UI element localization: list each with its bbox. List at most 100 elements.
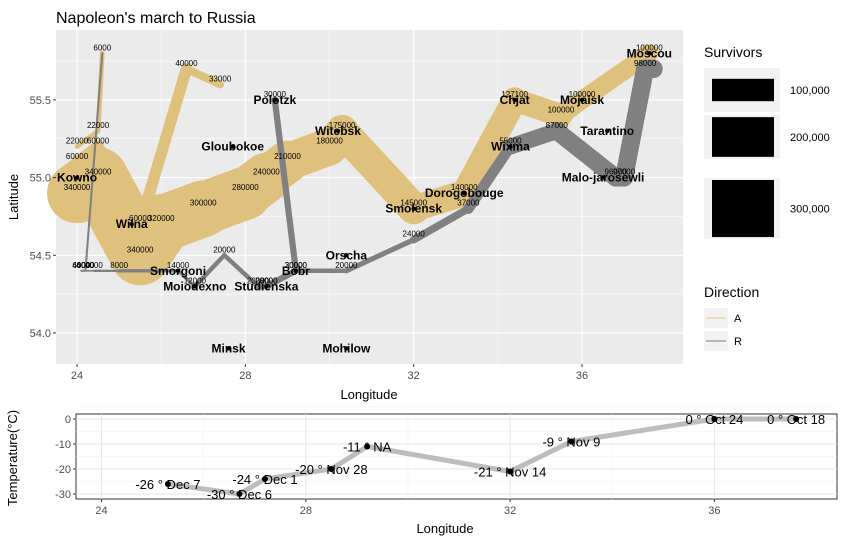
retreat-path-segment [547, 122, 625, 187]
survivor-count-label: 22000 [66, 137, 89, 146]
temperature-point-label: -24 ° Dec 1 [232, 472, 297, 487]
map-x-tick-label: 28 [239, 370, 251, 382]
city-label: Polotzk [253, 93, 296, 107]
map-x-tick-label: 24 [71, 370, 83, 382]
city-label: Mojaisk [560, 93, 604, 107]
city-point [272, 97, 278, 103]
temperature-x-tick-label: 24 [95, 505, 107, 517]
city-point [579, 97, 585, 103]
survivor-count-label: 60000 [66, 152, 89, 161]
temperature-point [793, 416, 800, 422]
advance-path-segment [572, 44, 659, 110]
legend-direction-key-label: A [734, 313, 742, 325]
city-point [264, 284, 269, 289]
retreat-path-segment [271, 96, 299, 274]
survivor-count-label: 300000 [190, 199, 217, 208]
city-label: Wilna [116, 217, 148, 231]
legend-direction-keys: AR [704, 308, 742, 351]
advance-path-segment [451, 87, 528, 206]
legend-survivors-key-swatch [712, 117, 774, 157]
city-point [512, 97, 517, 103]
city-point [647, 51, 652, 56]
temperature-axes: 24 28 32 36 0 -10 -20 -30 [55, 414, 720, 517]
city-label: Gloubokoe [201, 140, 264, 154]
legend-survivors-key-swatch [712, 78, 774, 102]
city-label: Minsk [212, 341, 246, 355]
retreat-path-segment [343, 237, 417, 274]
temperature-point [364, 443, 371, 450]
temperature-point-label: -30 ° Dec 6 [207, 487, 272, 502]
map-y-tick-label: 54.5 [30, 250, 51, 262]
city-point [600, 175, 606, 180]
survivor-count-label: 175000 [329, 121, 356, 130]
advance-path-segment [182, 64, 225, 89]
survivor-count-label: 100000 [548, 105, 575, 114]
legend-direction-key-label: R [734, 336, 742, 348]
survivor-count-label: 14000 [167, 261, 190, 270]
survivor-count-label: 280000 [232, 183, 259, 192]
temperature-y-axis-title: Temperature(°C) [5, 410, 20, 506]
temperature-point [328, 466, 335, 472]
survivor-count-label: 20000 [335, 261, 358, 270]
city-label: Mohilow [322, 341, 371, 355]
legend-survivors-key-label: 300,000 [790, 204, 830, 216]
survivor-count-label: 240000 [253, 168, 280, 177]
survivor-count-label: 340000 [127, 245, 154, 254]
survivor-count-label: 87000 [546, 121, 569, 130]
retreat-path-segment [176, 269, 197, 288]
survivor-count-label: 100000 [569, 90, 596, 99]
temperature-y-tick-label: -30 [55, 489, 71, 501]
survivor-count-label: 100000 [636, 43, 663, 52]
temperature-point-label: -26 ° Dec 7 [135, 477, 200, 492]
survivor-count-label: 320000 [148, 214, 175, 223]
survivor-count-label: 127100 [501, 90, 528, 99]
city-label: Dorogobouge [425, 186, 504, 200]
map-point-labels: 340000 340000 340000 320000 300000 280000 2400… [64, 43, 664, 285]
temperature-x-tick-label: 32 [504, 505, 516, 517]
city-label: Wixma [491, 140, 530, 154]
survivor-count-label: 33000 [209, 74, 232, 83]
city-point [344, 253, 349, 258]
legend-survivors-key-swatch [712, 180, 774, 238]
city-label: Orscha [326, 248, 368, 262]
city-label: Bobr [282, 264, 310, 278]
survivor-count-label: 22000 [87, 121, 110, 130]
advance-path-segment [74, 128, 101, 149]
survivor-count-label: 4000 [77, 261, 95, 270]
survivor-count-label: 140000 [451, 183, 478, 192]
temperature-point-label: 0 ° Oct 24 [685, 412, 743, 427]
survivor-count-label: 4000 [85, 261, 103, 270]
temperature-point-label: -9 ° Nov 9 [542, 435, 600, 450]
survivor-count-label: 30000 [264, 90, 287, 99]
retreat-path-segment [192, 253, 227, 289]
survivor-count-label: 30000 [285, 261, 308, 270]
survivor-count-label: 20000 [285, 261, 308, 270]
survivor-count-label: 97000 [613, 168, 636, 177]
retreat-path-segment [409, 204, 473, 244]
survivor-count-label: 6000 [77, 261, 95, 270]
survivor-count-label: 145000 [400, 199, 427, 208]
city-label: Studienska [234, 279, 298, 293]
city-point [461, 190, 467, 196]
city-label: Malo-jarosewli [562, 171, 645, 185]
retreat-path-segment [463, 141, 516, 214]
city-point [344, 346, 349, 351]
survivor-count-label: 60000 [87, 137, 110, 146]
city-point [293, 268, 299, 273]
survivor-count-label: 24000 [403, 230, 426, 239]
temperature-point [507, 468, 514, 475]
map-y-tick-label: 55.0 [30, 173, 51, 185]
temperature-point-label: -20 ° Nov 28 [295, 462, 367, 477]
survivor-count-label: 4000 [72, 261, 90, 270]
survivor-count-label: 20000 [213, 245, 236, 254]
city-point [192, 284, 198, 289]
survivor-count-label: 28000 [255, 276, 278, 285]
temperature-y-tick-label: 0 [65, 414, 71, 426]
city-point [129, 221, 134, 227]
city-label: Kowno [57, 171, 97, 185]
temperature-point-label: 0 ° Oct 18 [767, 412, 825, 427]
advance-path-segment [326, 115, 430, 225]
